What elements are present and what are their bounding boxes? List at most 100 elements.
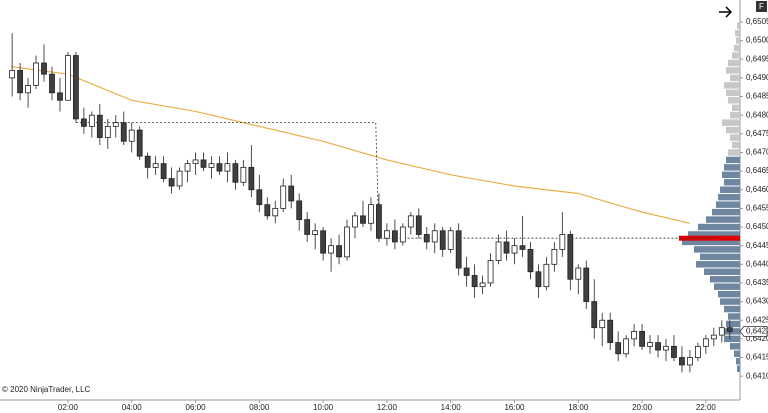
x-tick-label: 18:00 xyxy=(568,403,589,412)
profile-bar xyxy=(734,350,740,358)
profile-bar xyxy=(682,238,740,246)
profile-bar xyxy=(735,29,740,37)
candle-body xyxy=(352,215,358,228)
candle-body xyxy=(272,207,279,217)
candle-body xyxy=(9,70,16,79)
profile-bar xyxy=(732,52,740,59)
candle-body xyxy=(33,62,39,86)
candle-body xyxy=(471,275,478,288)
candle-body xyxy=(65,55,71,101)
candle-body xyxy=(399,226,406,243)
candle-body xyxy=(168,178,175,187)
candle-body xyxy=(519,245,526,250)
profile-bar xyxy=(737,22,740,29)
profile-bar xyxy=(732,104,740,111)
profile-bar xyxy=(696,261,740,268)
candle-body xyxy=(25,84,31,94)
candle-body xyxy=(288,185,295,202)
candle-body xyxy=(224,163,231,172)
profile-bar xyxy=(730,134,740,141)
profile-bar xyxy=(718,193,740,201)
profile-bar xyxy=(722,171,740,179)
candle-body xyxy=(599,319,606,329)
candle-body xyxy=(104,125,111,138)
arrow-icon[interactable] xyxy=(719,6,733,18)
profile-bar xyxy=(726,126,740,134)
candle-body xyxy=(591,301,598,329)
candle-body xyxy=(144,155,151,168)
x-tick-label: 20:00 xyxy=(632,403,653,412)
candle-body xyxy=(702,338,709,347)
candle-body xyxy=(152,163,159,168)
candle-body xyxy=(192,159,199,165)
candle-body xyxy=(423,234,430,243)
candle-body xyxy=(431,230,438,243)
x-tick-label: 06:00 xyxy=(186,403,207,412)
candle-body xyxy=(344,226,350,258)
y-tick-label: 0,6475 xyxy=(746,129,768,138)
candle-body xyxy=(73,55,79,120)
candle-body xyxy=(216,163,223,172)
y-tick-label: 0,6455 xyxy=(746,203,768,212)
candle-body xyxy=(328,245,334,254)
profile-bar xyxy=(736,358,740,365)
candle-body xyxy=(663,345,669,351)
candle-body xyxy=(655,342,661,351)
candle-body xyxy=(575,267,582,280)
profile-bar xyxy=(728,149,740,156)
profile-bar xyxy=(704,268,740,275)
candle-body xyxy=(208,163,215,168)
candle-body xyxy=(57,92,63,101)
y-tick-label: 0,6465 xyxy=(746,166,768,175)
profile-bar xyxy=(730,74,740,82)
profile-bar xyxy=(700,253,740,261)
profile-bar xyxy=(726,156,740,164)
profile-bar xyxy=(732,141,740,149)
candle-body xyxy=(487,260,494,284)
candle-body xyxy=(726,327,733,332)
y-tick-label: 0,6435 xyxy=(746,278,768,287)
candle-body xyxy=(583,267,590,302)
profile-bar xyxy=(726,67,740,74)
candle-body xyxy=(128,129,135,142)
candle-body xyxy=(280,185,287,209)
candle-body xyxy=(160,163,167,179)
candle-body xyxy=(511,245,518,254)
profile-bar xyxy=(726,89,740,97)
profile-bar xyxy=(706,216,740,223)
profile-bar xyxy=(688,231,740,238)
x-tick-label: 08:00 xyxy=(249,403,270,412)
candle-body xyxy=(415,215,422,235)
candle-body xyxy=(96,114,103,138)
profile-bar xyxy=(712,208,740,216)
profile-bar xyxy=(714,283,740,290)
candle-body xyxy=(17,70,23,94)
candle-body xyxy=(176,170,183,187)
candle-body xyxy=(184,163,191,172)
candle-body xyxy=(49,73,55,94)
candle-body xyxy=(623,338,630,355)
candle-body xyxy=(232,163,239,183)
profile-bar xyxy=(716,201,740,208)
x-tick-label: 10:00 xyxy=(313,403,334,412)
candle-body xyxy=(360,215,366,224)
badge-box[interactable] xyxy=(756,1,767,12)
candle-body xyxy=(391,230,398,243)
profile-bar xyxy=(698,223,740,231)
candle-body xyxy=(296,200,303,220)
profile-bar xyxy=(730,111,740,119)
y-tick-label: 0,6495 xyxy=(746,54,768,63)
candle-body xyxy=(631,331,638,340)
y-tick-label: 0,6505 xyxy=(746,17,768,26)
y-tick-label: 0,6425 xyxy=(746,315,768,324)
profile-bar xyxy=(728,59,740,67)
candle-body xyxy=(615,342,622,355)
badge[interactable]: F xyxy=(759,2,764,11)
candle-body xyxy=(679,357,685,366)
candle-body xyxy=(710,334,717,340)
candle-body xyxy=(639,331,645,347)
